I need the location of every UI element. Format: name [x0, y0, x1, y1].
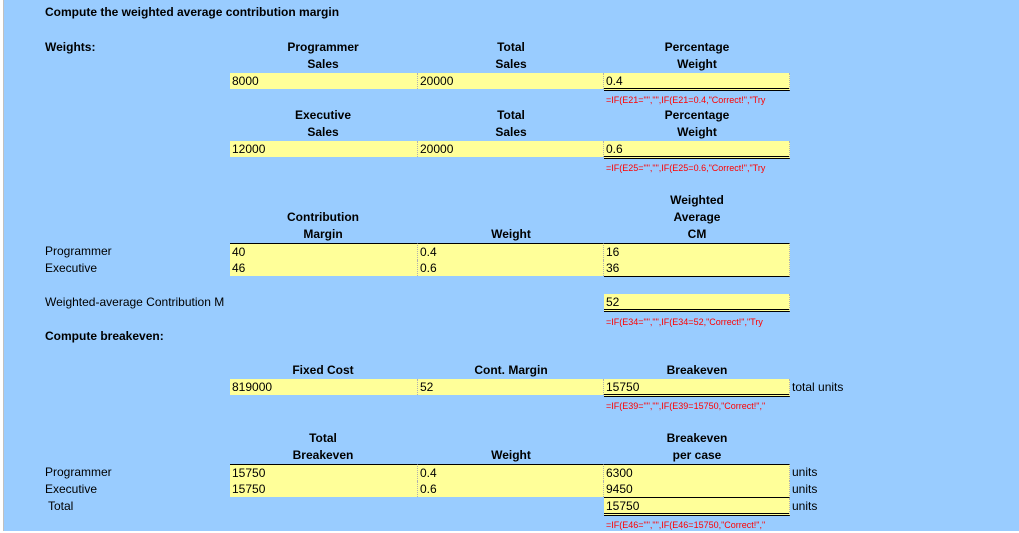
cell-programmer-weight[interactable]: 0.4 — [604, 73, 790, 91]
unit-label: total units — [792, 380, 844, 394]
check-formula: =IF(E21="","",IF(E21=0.4,"Correct!","Try — [606, 95, 766, 105]
cell-programmer-sales[interactable]: 8000 — [230, 73, 418, 89]
cell-weight-executive-2[interactable]: 0.6 — [418, 481, 604, 497]
header-line: Sales — [307, 57, 339, 71]
row-label-executive-2: Executive — [45, 482, 98, 496]
cell-wacm-total[interactable]: 52 — [604, 294, 790, 312]
header-line: Contribution — [287, 210, 359, 224]
header-line: Margin — [303, 227, 343, 241]
header-line: Total — [309, 431, 337, 445]
unit-label: units — [792, 465, 818, 479]
header-line: Percentage — [664, 40, 730, 54]
header-line: Weight — [677, 57, 717, 71]
section-title: Compute the weighted average contributio… — [45, 5, 340, 19]
header-line: Weight — [677, 125, 717, 139]
row-label-programmer: Programmer — [45, 244, 112, 258]
cell-fixed-cost[interactable]: 819000 — [230, 379, 418, 395]
unit-label: units — [792, 482, 818, 496]
header-executive-sales: Executive Sales — [230, 107, 416, 141]
header-line: Average — [673, 210, 721, 224]
header-line: Sales — [495, 57, 527, 71]
header-percentage-weight-2: Percentage Weight — [604, 107, 790, 141]
check-formula: =IF(E34="","",IF(E34=52,"Correct!","Try — [606, 317, 763, 327]
cell-weight-programmer[interactable]: 0.4 — [418, 243, 604, 260]
header-line: Breakeven — [666, 431, 728, 445]
header-total-breakeven: Total Breakeven — [230, 430, 416, 464]
header-line: Breakeven — [292, 448, 354, 462]
header-line: Sales — [307, 125, 339, 139]
header-breakeven-per-case: Breakeven per case — [604, 430, 790, 464]
header-weight-2: Weight — [491, 448, 531, 462]
wacm-label: Weighted-average Contribution M — [45, 295, 225, 309]
cell-wacm-executive[interactable]: 36 — [604, 260, 790, 277]
header-weighted-average-cm: Weighted Average CM — [604, 192, 790, 243]
cell-wacm-programmer[interactable]: 16 — [604, 243, 790, 260]
unit-label: units — [792, 499, 818, 513]
header-line: Total — [497, 40, 525, 54]
row-header-edge — [0, 0, 4, 533]
header-fixed-cost: Fixed Cost — [292, 363, 354, 377]
cell-cm-programmer[interactable]: 40 — [230, 243, 418, 260]
cell-pc-executive[interactable]: 9450 — [604, 481, 790, 498]
row-label-executive: Executive — [45, 261, 98, 275]
header-line: Percentage — [664, 108, 730, 122]
header-total-sales-2: Total Sales — [418, 107, 604, 141]
header-line: Weighted — [670, 193, 724, 207]
header-breakeven: Breakeven — [666, 363, 728, 377]
cell-tb-executive[interactable]: 15750 — [230, 481, 418, 497]
cell-breakeven[interactable]: 15750 — [604, 379, 790, 397]
cell-total-sales[interactable]: 20000 — [418, 73, 604, 89]
header-line: CM — [687, 227, 707, 241]
header-line: Total — [497, 108, 525, 122]
header-cont-margin: Cont. Margin — [474, 363, 548, 377]
check-formula: =IF(E25="","",IF(E25=0.6,"Correct!","Try — [606, 163, 766, 173]
row-label-total: Total — [48, 499, 74, 513]
cell-weight-executive[interactable]: 0.6 — [418, 260, 604, 276]
cell-pc-programmer[interactable]: 6300 — [604, 464, 790, 481]
header-line: Executive — [294, 108, 352, 122]
header-weight: Weight — [491, 227, 531, 241]
header-programmer-sales: Programmer Sales — [230, 39, 416, 73]
sheet-bottom-edge — [0, 531, 1019, 533]
cell-cm-executive[interactable]: 46 — [230, 260, 418, 276]
cell-executive-sales[interactable]: 12000 — [230, 141, 418, 157]
cell-total-sales-2[interactable]: 20000 — [418, 141, 604, 157]
header-line: per case — [672, 448, 722, 462]
check-formula: =IF(E46="","",IF(E46=15750,"Correct!"," — [606, 520, 766, 530]
header-line: Sales — [495, 125, 527, 139]
header-contribution-margin: Contribution Margin — [230, 209, 416, 243]
cell-cont-margin[interactable]: 52 — [418, 379, 604, 395]
check-formula: =IF(E39="","",IF(E39=15750,"Correct!"," — [606, 401, 766, 411]
cell-tb-programmer[interactable]: 15750 — [230, 464, 418, 481]
header-total-sales: Total Sales — [418, 39, 604, 73]
breakeven-label: Compute breakeven: — [45, 329, 164, 343]
row-label-programmer-2: Programmer — [45, 465, 112, 479]
cell-executive-weight[interactable]: 0.6 — [604, 141, 790, 159]
header-percentage-weight: Percentage Weight — [604, 39, 790, 73]
weights-label: Weights: — [45, 40, 96, 54]
header-line: Programmer — [287, 40, 359, 54]
cell-pc-total[interactable]: 15750 — [604, 498, 790, 516]
cell-weight-programmer-2[interactable]: 0.4 — [418, 464, 604, 481]
